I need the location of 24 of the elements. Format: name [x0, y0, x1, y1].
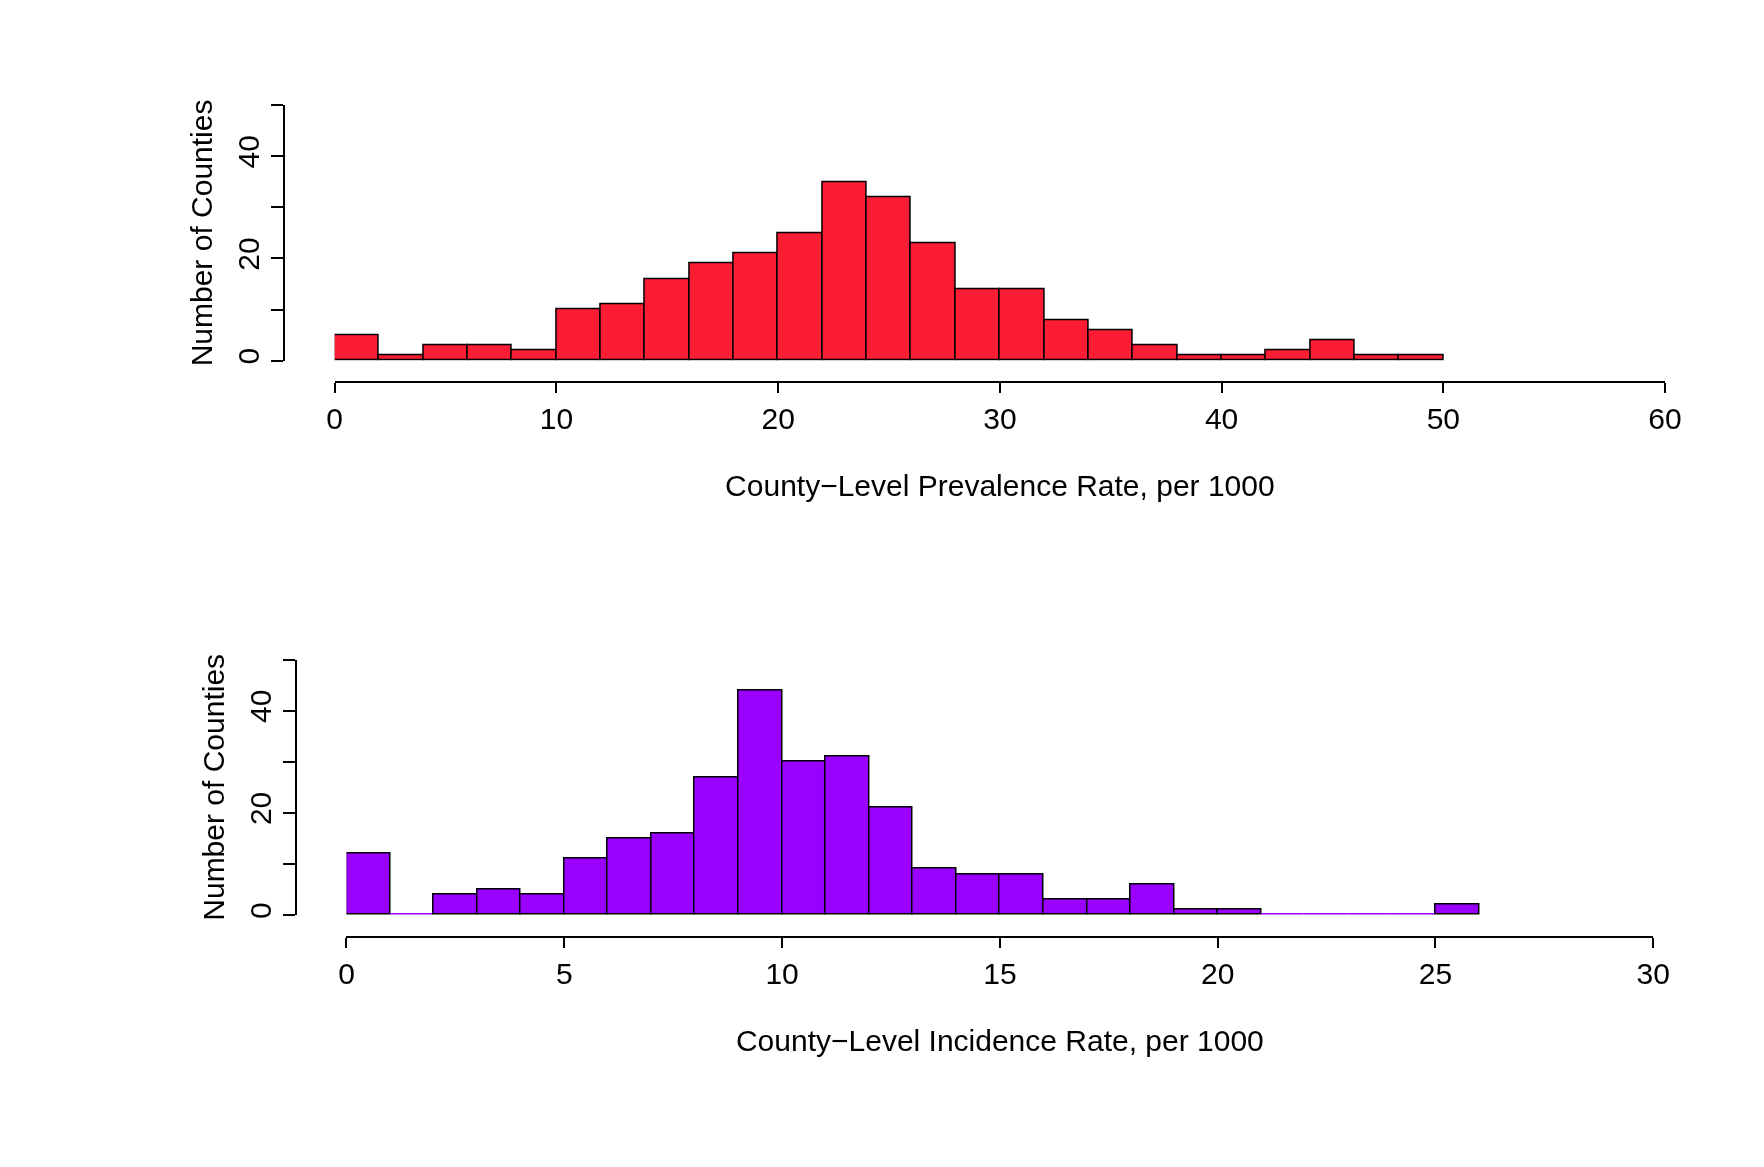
x-axis-title: County−Level Incidence Rate, per 1000: [735, 1023, 1264, 1057]
y-axis-title: Number of Counties: [184, 99, 218, 367]
y-tick-label: 20: [244, 791, 278, 826]
x-tick-label: 25: [1418, 956, 1453, 990]
y-tick-label: 0: [244, 902, 278, 919]
x-tick-label: 10: [765, 956, 799, 990]
x-tick-label: 30: [1636, 956, 1670, 990]
x-tick-label: 50: [1426, 402, 1461, 436]
y-axis-title: Number of Counties: [196, 653, 230, 921]
x-tick-label: 0: [338, 956, 355, 990]
x-tick-label: 20: [761, 402, 795, 436]
y-tick-label: 0: [232, 347, 266, 365]
x-tick-label: 60: [1648, 402, 1682, 436]
x-tick-label: 5: [555, 956, 573, 990]
x-tick-label: 30: [983, 402, 1017, 436]
y-tick-label: 40: [232, 135, 266, 169]
x-axis-title: County−Level Prevalence Rate, per 1000: [725, 469, 1275, 503]
x-tick-label: 15: [983, 956, 1017, 990]
y-tick-label: 40: [244, 689, 278, 723]
x-tick-label: 10: [539, 402, 574, 436]
x-tick-label: 40: [1204, 402, 1239, 436]
x-tick-label: 0: [326, 402, 344, 436]
x-tick-label: 20: [1200, 956, 1235, 990]
y-tick-label: 20: [232, 237, 266, 271]
